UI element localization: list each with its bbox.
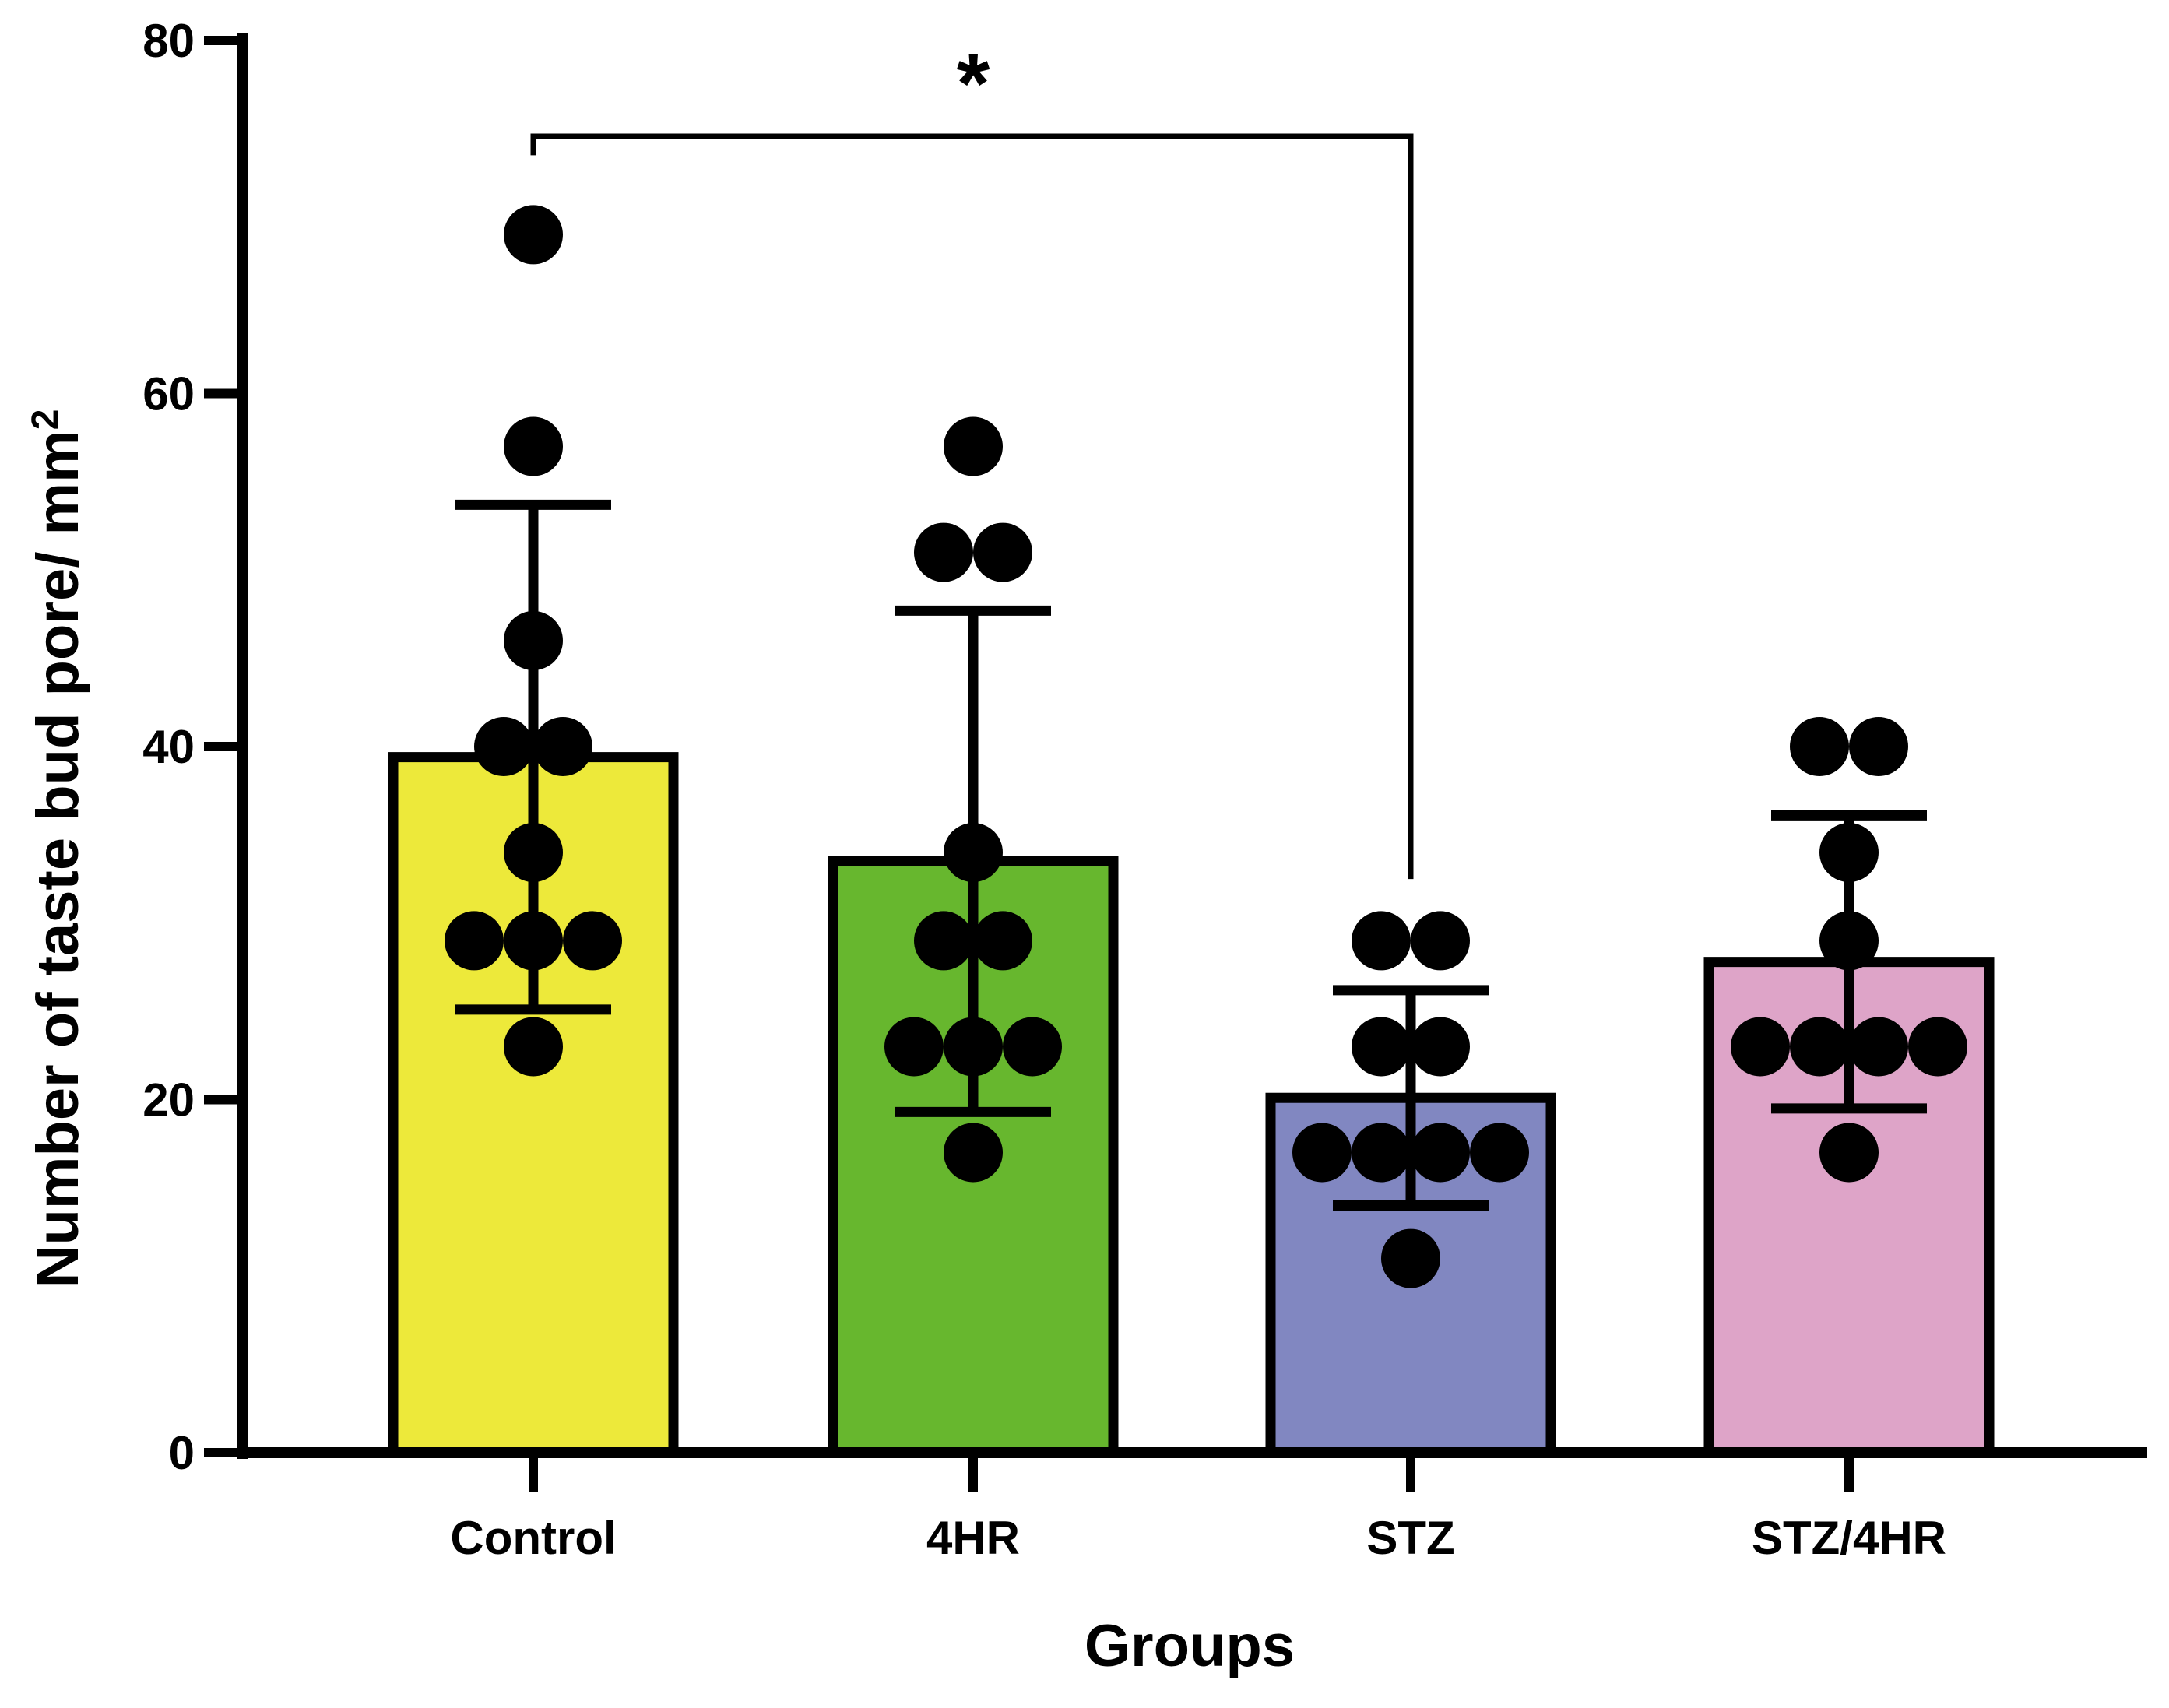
data-point-stz (1352, 1123, 1411, 1183)
labels: 0 20 40 60 80 Control 4HR STZ STZ/4HR (142, 15, 1946, 1564)
significance-annotation (530, 133, 1414, 880)
data-point-4hr (1003, 1017, 1062, 1077)
significance-bracket (530, 133, 1414, 880)
data-point-4hr (884, 1017, 944, 1077)
data-point-4hr (914, 911, 973, 971)
data-point-stz-4hr (1849, 717, 1908, 776)
y-tick-label: 0 (169, 1427, 195, 1479)
data-point-stz-4hr (1908, 1017, 1967, 1077)
y-axis-title-main: Number of taste bud pore/ mm (25, 430, 91, 1288)
data-point-control (445, 911, 504, 971)
data-point-stz-4hr (1849, 1017, 1908, 1077)
data-point-stz-4hr (1790, 717, 1849, 776)
data-point-control (504, 911, 563, 971)
axes (204, 33, 2147, 1492)
data-point-stz (1411, 1017, 1470, 1077)
data-points (445, 205, 1967, 1288)
bars (388, 752, 1995, 1458)
data-point-control (504, 1017, 563, 1077)
data-point-control (504, 823, 563, 883)
y-tick-label: 40 (142, 721, 195, 773)
data-point-control (504, 416, 563, 476)
data-point-stz-4hr (1731, 1017, 1790, 1077)
data-point-stz-4hr (1819, 823, 1879, 883)
data-point-control (563, 911, 622, 971)
data-point-4hr (914, 522, 973, 582)
data-point-stz-4hr (1790, 1017, 1849, 1077)
data-point-stz (1292, 1123, 1352, 1183)
data-point-control (504, 205, 563, 265)
x-tick-label: 4HR (926, 1512, 1020, 1564)
significance-label: * (957, 36, 990, 132)
data-point-4hr (944, 1123, 1003, 1183)
y-tick-label: 80 (142, 15, 195, 67)
y-tick-label: 20 (142, 1074, 195, 1126)
x-tick-label: STZ/4HR (1752, 1512, 1946, 1564)
y-axis-title-superscript: 2 (25, 409, 66, 431)
x-tick-label: STZ (1366, 1512, 1454, 1564)
data-point-stz (1411, 1123, 1470, 1183)
data-point-stz (1352, 911, 1411, 971)
x-axis-title: Groups (1084, 1613, 1295, 1679)
data-point-4hr (944, 416, 1003, 476)
y-tick-label: 60 (142, 368, 195, 420)
data-point-stz (1411, 911, 1470, 971)
data-point-4hr (944, 823, 1003, 883)
data-point-stz-4hr (1819, 1123, 1879, 1183)
y-axis-title: Number of taste bud pore/ mm2 (25, 409, 92, 1288)
data-point-control (504, 610, 563, 670)
data-point-4hr (944, 1017, 1003, 1077)
data-point-stz (1381, 1228, 1440, 1288)
data-point-stz (1470, 1123, 1529, 1183)
data-point-control (533, 717, 592, 776)
data-point-stz-4hr (1819, 911, 1879, 971)
data-point-control (474, 717, 533, 776)
x-tick-label: Control (450, 1512, 616, 1564)
data-point-4hr (973, 911, 1032, 971)
data-point-stz (1352, 1017, 1411, 1077)
data-point-4hr (973, 522, 1032, 582)
